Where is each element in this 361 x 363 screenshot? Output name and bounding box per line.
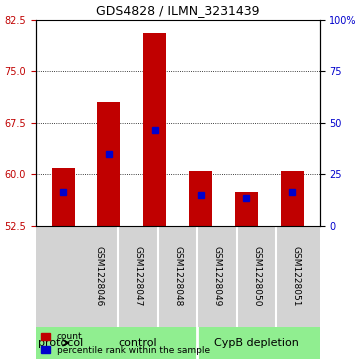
Bar bbox=[143, 33, 166, 226]
Bar bbox=[281, 171, 304, 226]
Text: GSM1228050: GSM1228050 bbox=[252, 246, 261, 307]
Text: GSM1228051: GSM1228051 bbox=[291, 246, 300, 307]
Bar bbox=[189, 171, 212, 226]
Text: GSM1228049: GSM1228049 bbox=[213, 246, 222, 306]
Legend: count, percentile rank within the sample: count, percentile rank within the sample bbox=[37, 329, 214, 359]
Title: GDS4828 / ILMN_3231439: GDS4828 / ILMN_3231439 bbox=[96, 4, 259, 17]
Text: protocol: protocol bbox=[38, 338, 83, 348]
Text: GSM1228047: GSM1228047 bbox=[134, 246, 143, 306]
Bar bbox=[235, 192, 258, 226]
Text: GSM1228046: GSM1228046 bbox=[94, 246, 103, 306]
Bar bbox=[97, 102, 120, 226]
Bar bbox=[52, 167, 75, 226]
Text: control: control bbox=[119, 338, 157, 348]
Text: GSM1228048: GSM1228048 bbox=[173, 246, 182, 306]
Text: CypB depletion: CypB depletion bbox=[214, 338, 299, 348]
